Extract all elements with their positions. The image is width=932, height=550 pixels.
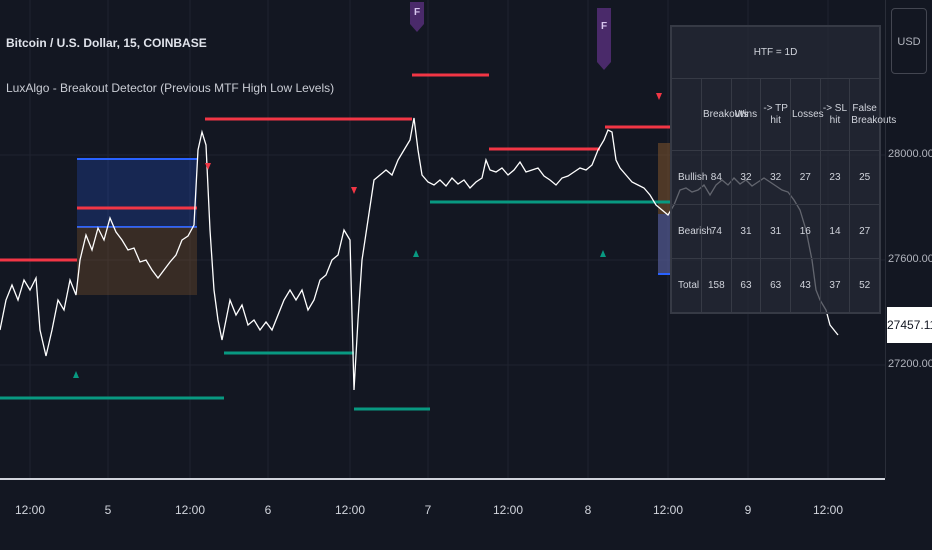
table-cell: 25 bbox=[849, 150, 880, 205]
row-label: Bullish bbox=[671, 150, 707, 205]
flag-label-1: F bbox=[413, 7, 421, 18]
resistance-levels bbox=[0, 73, 670, 262]
time-axis-label: 6 bbox=[264, 503, 272, 517]
col-header: Wins bbox=[730, 78, 762, 151]
breakout-stats-table: HTF = 1D Breakouts Wins -> TP hit Losses… bbox=[670, 25, 896, 314]
table-cell: 37 bbox=[819, 258, 851, 313]
price-scale-divider bbox=[885, 0, 886, 478]
breakout-down-marker-1 bbox=[351, 187, 357, 194]
table-cell: 16 bbox=[789, 204, 821, 259]
price-scale-label: 27600.00 bbox=[888, 253, 932, 265]
support-levels bbox=[0, 200, 670, 411]
table-cell: 32 bbox=[760, 150, 791, 205]
flag-marker-2[interactable] bbox=[597, 8, 611, 70]
price-scale-label: 27200.00 bbox=[888, 358, 932, 370]
table-cell: 27 bbox=[789, 150, 821, 205]
time-axis-label: 5 bbox=[104, 503, 112, 517]
row-label: Total bbox=[671, 258, 702, 313]
table-title: HTF = 1D bbox=[671, 26, 880, 79]
time-axis-line bbox=[0, 478, 885, 480]
time-axis-label: 7 bbox=[424, 503, 432, 517]
time-axis-label: 12:00 bbox=[14, 503, 46, 517]
col-header: -> TP hit bbox=[760, 78, 791, 151]
breakout-up-marker-1 bbox=[73, 371, 79, 378]
time-axis-label: 8 bbox=[584, 503, 592, 517]
row-label: Bearish bbox=[671, 204, 712, 259]
symbol-title[interactable]: Bitcoin / U.S. Dollar, 15, COINBASE bbox=[6, 36, 207, 50]
flag-label-2: F bbox=[600, 21, 608, 32]
time-axis-label: 9 bbox=[744, 503, 752, 517]
table-cell: 31 bbox=[760, 204, 791, 259]
table-cell: 63 bbox=[760, 258, 791, 313]
indicator-name[interactable]: LuxAlgo - Breakout Detector (Previous MT… bbox=[6, 81, 335, 95]
time-axis-label: 12:00 bbox=[652, 503, 684, 517]
breakout-down-marker-3 bbox=[205, 163, 211, 170]
breakout-up-marker-3 bbox=[600, 250, 606, 257]
table-cell: 14 bbox=[819, 204, 851, 259]
table-cell: 52 bbox=[849, 258, 880, 313]
bearish-breakout-zone bbox=[77, 227, 197, 295]
currency-button[interactable]: USD bbox=[891, 8, 927, 74]
table-corner bbox=[671, 78, 702, 151]
breakout-down-marker-2 bbox=[656, 93, 662, 100]
col-header: Losses bbox=[789, 78, 824, 151]
col-header: -> SL hit bbox=[819, 78, 851, 151]
table-cell: 158 bbox=[701, 258, 732, 313]
table-cell: 63 bbox=[730, 258, 762, 313]
col-header: False Breakouts bbox=[849, 78, 896, 151]
time-axis-label: 12:00 bbox=[492, 503, 524, 517]
time-axis-label: 12:00 bbox=[812, 503, 844, 517]
table-cell: 23 bbox=[819, 150, 851, 205]
table-cell: 27 bbox=[849, 204, 880, 259]
col-header: Breakouts bbox=[701, 78, 748, 151]
time-axis-label: 12:00 bbox=[334, 503, 366, 517]
price-scale-label: 28000.00 bbox=[888, 148, 932, 160]
bullish-breakout-zone-2 bbox=[658, 214, 670, 274]
bearish-breakout-zone-2 bbox=[658, 143, 672, 274]
table-cell: 32 bbox=[730, 150, 762, 205]
bullish-breakout-zone bbox=[77, 159, 197, 227]
breakout-up-marker-2 bbox=[413, 250, 419, 257]
flag-marker-1[interactable] bbox=[410, 2, 424, 32]
last-price-tag: 27457.11 bbox=[887, 307, 932, 343]
table-cell: 43 bbox=[789, 258, 821, 313]
table-cell: 31 bbox=[730, 204, 762, 259]
time-axis-label: 12:00 bbox=[174, 503, 206, 517]
